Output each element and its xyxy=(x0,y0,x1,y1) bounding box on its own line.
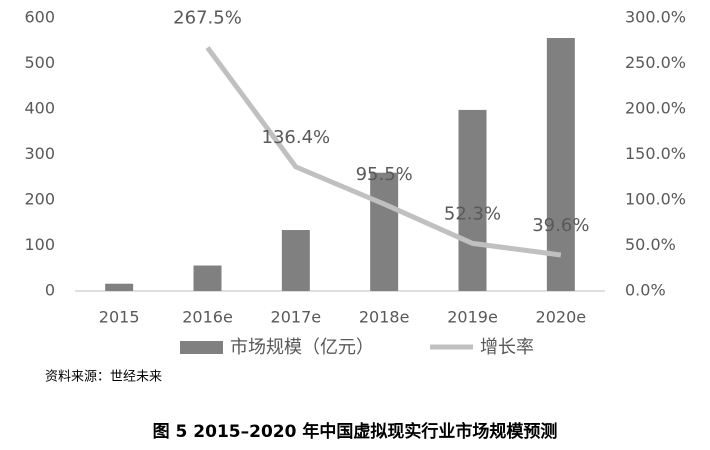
x-tick-label: 2015 xyxy=(99,308,140,327)
bar xyxy=(458,109,487,291)
y2-tick-label: 150.0% xyxy=(625,144,686,163)
y2-tick-label: 100.0% xyxy=(625,190,686,209)
x-tick-label: 2020e xyxy=(536,308,587,327)
x-tick-label: 2019e xyxy=(447,308,498,327)
y-tick-label: 400 xyxy=(24,99,55,118)
y2-tick-label: 250.0% xyxy=(625,53,686,72)
bar xyxy=(193,265,222,291)
y-tick-label: 100 xyxy=(24,235,55,254)
x-tick-label: 2016e xyxy=(182,308,233,327)
chart-caption: 图 5 2015–2020 年中国虚拟现实行业市场规模预测 xyxy=(153,421,558,442)
legend-label: 增长率 xyxy=(480,337,534,358)
y-tick-label: 300 xyxy=(24,144,55,163)
data-label: 267.5% xyxy=(173,8,242,29)
bar xyxy=(546,38,575,291)
x-tick-label: 2017e xyxy=(271,308,322,327)
legend-label: 市场规模（亿元） xyxy=(230,337,374,358)
y2-tick-label: 50.0% xyxy=(625,235,676,254)
data-label: 95.5% xyxy=(356,164,413,185)
y-tick-label: 0 xyxy=(45,281,55,300)
data-label: 39.6% xyxy=(532,215,589,236)
x-tick-label: 2018e xyxy=(359,308,410,327)
y-tick-label: 600 xyxy=(24,8,55,27)
data-label: 136.4% xyxy=(262,127,331,148)
y2-tick-label: 300.0% xyxy=(625,8,686,27)
y-tick-label: 200 xyxy=(24,190,55,209)
data-label: 52.3% xyxy=(444,203,501,224)
y2-tick-label: 200.0% xyxy=(625,99,686,118)
source-note: 资料来源：世经未来 xyxy=(45,370,162,385)
legend-swatch xyxy=(180,341,223,354)
growth-line xyxy=(205,46,562,258)
y-tick-label: 500 xyxy=(24,53,55,72)
y2-tick-label: 0.0% xyxy=(625,281,666,300)
bar xyxy=(105,283,134,291)
bar xyxy=(281,230,310,291)
bar xyxy=(370,172,399,291)
